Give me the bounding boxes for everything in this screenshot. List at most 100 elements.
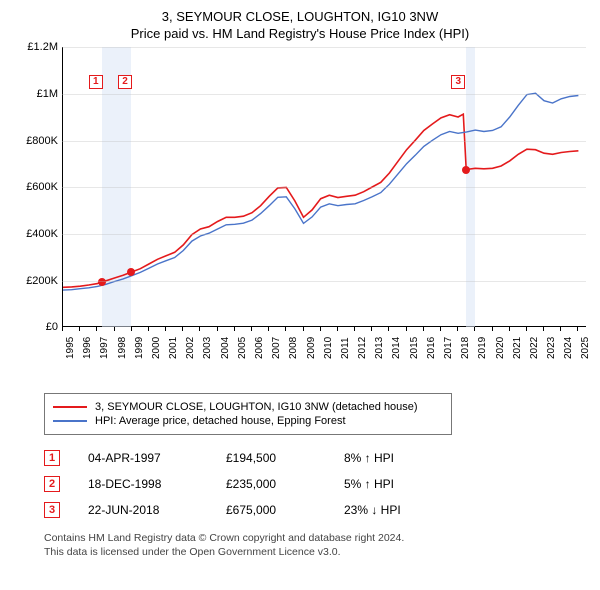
x-axis-tick-label: 2002 xyxy=(185,337,196,359)
x-tick-mark xyxy=(79,327,80,331)
y-axis-tick-label: £400K xyxy=(14,228,58,240)
x-tick-mark xyxy=(96,327,97,331)
x-axis-tick-label: 2016 xyxy=(426,337,437,359)
x-tick-mark xyxy=(62,327,63,331)
x-tick-mark xyxy=(114,327,115,331)
x-tick-mark xyxy=(526,327,527,331)
sale-vs-hpi: 5% ↑ HPI xyxy=(344,477,444,491)
x-tick-mark xyxy=(165,327,166,331)
x-axis-tick-label: 2006 xyxy=(254,337,265,359)
attribution-footer: Contains HM Land Registry data © Crown c… xyxy=(44,531,586,559)
x-axis-tick-label: 2025 xyxy=(580,337,591,359)
x-axis-tick-label: 2023 xyxy=(546,337,557,359)
sale-marker-label: 1 xyxy=(89,75,103,89)
x-tick-mark xyxy=(251,327,252,331)
x-axis-tick-label: 2022 xyxy=(529,337,540,359)
sale-price: £194,500 xyxy=(226,451,316,465)
x-tick-mark xyxy=(474,327,475,331)
sale-price: £675,000 xyxy=(226,503,316,517)
x-axis-tick-label: 1998 xyxy=(117,337,128,359)
sale-marker-label: 2 xyxy=(118,75,132,89)
y-axis-tick-label: £800K xyxy=(14,135,58,147)
x-axis-tick-label: 2005 xyxy=(237,337,248,359)
sale-dot xyxy=(98,278,106,286)
x-axis-tick-label: 1995 xyxy=(65,337,76,359)
x-tick-mark xyxy=(406,327,407,331)
x-axis-tick-label: 2012 xyxy=(357,337,368,359)
x-tick-mark xyxy=(285,327,286,331)
sale-index-badge: 1 xyxy=(44,450,60,466)
x-axis-tick-label: 2015 xyxy=(409,337,420,359)
legend-label: HPI: Average price, detached house, Eppi… xyxy=(95,415,346,427)
x-tick-mark xyxy=(234,327,235,331)
x-axis-tick-label: 2003 xyxy=(202,337,213,359)
x-tick-mark xyxy=(440,327,441,331)
sale-date: 22-JUN-2018 xyxy=(88,503,198,517)
x-tick-mark xyxy=(148,327,149,331)
legend-box: 3, SEYMOUR CLOSE, LOUGHTON, IG10 3NW (de… xyxy=(44,393,452,435)
x-axis-tick-label: 2024 xyxy=(563,337,574,359)
y-axis-tick-label: £200K xyxy=(14,275,58,287)
x-axis-tick-label: 1997 xyxy=(99,337,110,359)
sale-record-row: 322-JUN-2018£675,00023% ↓ HPI xyxy=(44,497,586,523)
x-tick-mark xyxy=(388,327,389,331)
gridline xyxy=(62,187,586,188)
sale-marker-label: 3 xyxy=(451,75,465,89)
y-axis-tick-label: £1.2M xyxy=(14,41,58,53)
gridline xyxy=(62,234,586,235)
chart-subtitle: Price paid vs. HM Land Registry's House … xyxy=(14,26,586,41)
footer-line: Contains HM Land Registry data © Crown c… xyxy=(44,531,586,545)
x-tick-mark xyxy=(217,327,218,331)
y-axis-tick-label: £600K xyxy=(14,181,58,193)
x-axis-tick-label: 2014 xyxy=(391,337,402,359)
chart-area: 123 £0£200K£400K£600K£800K£1M£1.2M199519… xyxy=(14,47,586,357)
x-tick-mark xyxy=(131,327,132,331)
x-tick-mark xyxy=(354,327,355,331)
x-tick-mark xyxy=(320,327,321,331)
sale-record-row: 2 18-DEC-1998 £235,000 5% ↑ HPI xyxy=(44,471,586,497)
sale-dot xyxy=(462,166,470,174)
sale-price: £235,000 xyxy=(226,477,316,491)
sale-vs-hpi: 8% ↑ HPI xyxy=(344,451,444,465)
x-tick-mark xyxy=(509,327,510,331)
gridline xyxy=(62,281,586,282)
legend-swatch xyxy=(53,406,87,408)
gridline xyxy=(62,47,586,48)
sale-dot xyxy=(127,268,135,276)
x-axis-tick-label: 2007 xyxy=(271,337,282,359)
x-axis-tick-label: 1999 xyxy=(134,337,145,359)
footer-line: This data is licensed under the Open Gov… xyxy=(44,545,586,559)
x-tick-mark xyxy=(577,327,578,331)
y-axis-tick-label: £0 xyxy=(14,321,58,333)
legend-item: 3, SEYMOUR CLOSE, LOUGHTON, IG10 3NW (de… xyxy=(53,400,443,414)
sales-table: 104-APR-1997£194,5008% ↑ HPI218-DEC-1998… xyxy=(44,445,586,523)
x-axis-tick-label: 2019 xyxy=(477,337,488,359)
x-axis-tick-label: 2010 xyxy=(323,337,334,359)
x-axis-tick-label: 2020 xyxy=(495,337,506,359)
x-axis-tick-label: 2009 xyxy=(306,337,317,359)
legend-item: HPI: Average price, detached house, Eppi… xyxy=(53,414,443,428)
x-axis-tick-label: 2013 xyxy=(374,337,385,359)
sale-date: 18-DEC-1998 xyxy=(88,477,198,491)
x-axis-tick-label: 2018 xyxy=(460,337,471,359)
x-axis-tick-label: 2011 xyxy=(340,338,351,360)
legend-label: 3, SEYMOUR CLOSE, LOUGHTON, IG10 3NW (de… xyxy=(95,401,418,413)
sale-index-badge: 2 xyxy=(44,476,60,492)
x-tick-mark xyxy=(268,327,269,331)
sale-record-row: 104-APR-1997£194,5008% ↑ HPI xyxy=(44,445,586,471)
x-axis-tick-label: 2021 xyxy=(512,337,523,359)
x-axis-tick-label: 2008 xyxy=(288,337,299,359)
x-tick-mark xyxy=(182,327,183,331)
sale-vs-hpi: 23% ↓ HPI xyxy=(344,503,444,517)
series-hpi xyxy=(63,93,578,290)
x-axis-tick-label: 2000 xyxy=(151,337,162,359)
x-tick-mark xyxy=(303,327,304,331)
x-tick-mark xyxy=(423,327,424,331)
gridline xyxy=(62,94,586,95)
x-axis-tick-label: 2017 xyxy=(443,337,454,359)
x-axis-tick-label: 2004 xyxy=(220,337,231,359)
y-axis-tick-label: £1M xyxy=(14,88,58,100)
x-axis-tick-label: 2001 xyxy=(168,337,179,359)
x-tick-mark xyxy=(457,327,458,331)
x-tick-mark xyxy=(492,327,493,331)
